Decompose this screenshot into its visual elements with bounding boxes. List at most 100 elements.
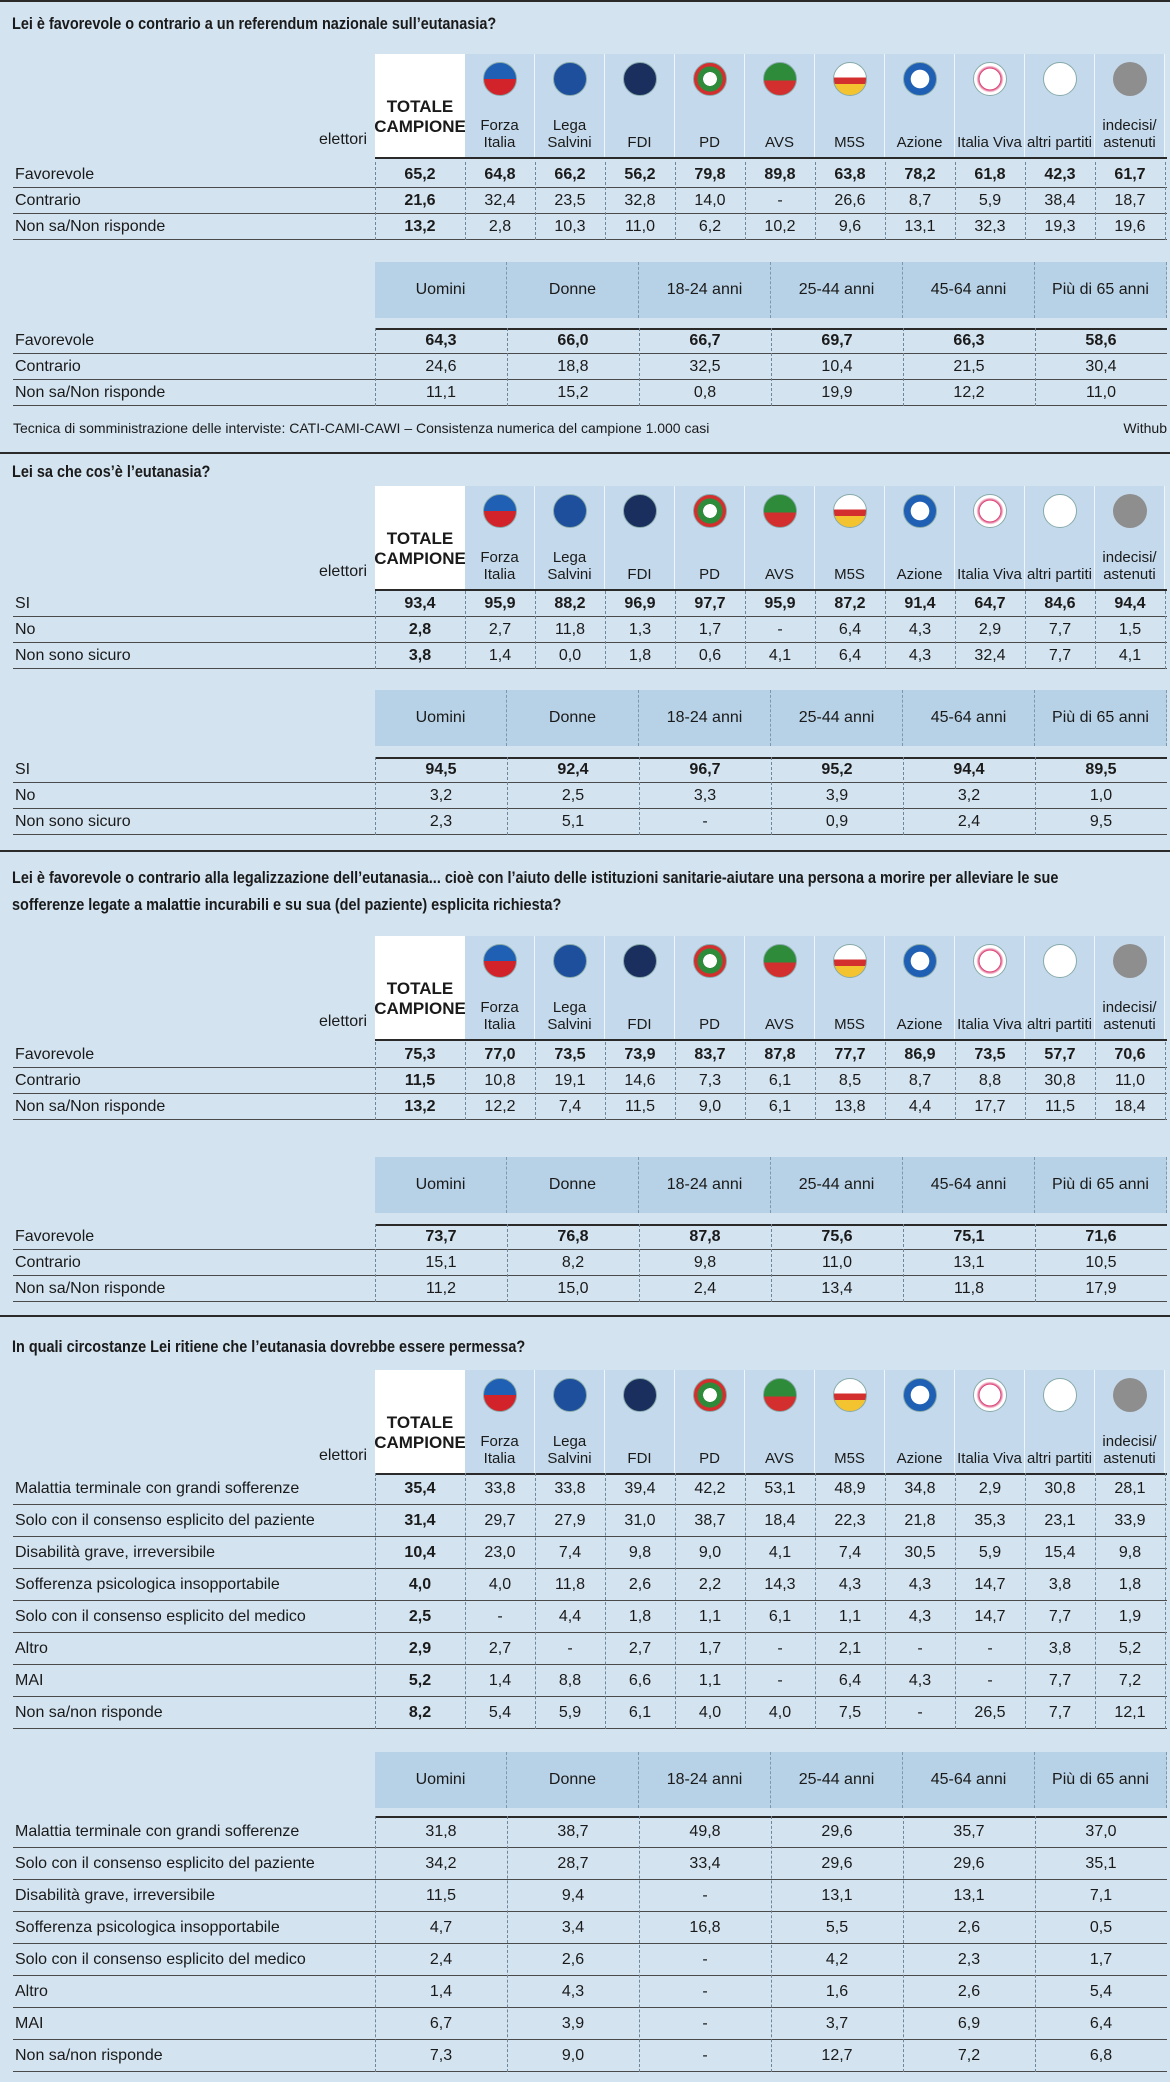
total-value: 11,5 (404, 1072, 436, 1089)
demographic-value: 66,7 (689, 332, 721, 349)
party-logo (903, 494, 937, 528)
party-value: 30,8 (1044, 1072, 1076, 1089)
demographic-value: 29,6 (821, 1823, 853, 1840)
row-line (13, 1665, 1167, 1697)
column-separator (903, 757, 904, 835)
row-label: Non sa/Non risponde (15, 218, 166, 235)
header-rule (375, 589, 1167, 591)
party-logo (903, 62, 937, 96)
party-header: Lega Salvini (535, 936, 605, 1039)
party-value: 4,0 (488, 1576, 512, 1593)
party-value: 1,8 (628, 647, 652, 664)
demographic-value: 3,4 (561, 1919, 585, 1936)
party-value: 48,9 (834, 1480, 866, 1497)
corner-label: elettori (318, 563, 367, 580)
column-separator (885, 162, 886, 240)
column-separator (1165, 1042, 1166, 1120)
demographic-value: 5,1 (561, 813, 585, 830)
party-value: 23,1 (1044, 1512, 1076, 1529)
party-logo (1043, 494, 1077, 528)
row-label: Sofferenza psicologica insopportabile (15, 1919, 280, 1936)
row-line (13, 1250, 1167, 1276)
total-value: 2,5 (408, 1608, 432, 1625)
column-separator (639, 757, 640, 835)
demographic-value: 15,0 (557, 1280, 589, 1297)
demographic-value: - (702, 813, 708, 830)
party-value: 70,6 (1114, 1046, 1146, 1063)
party-value: 6,1 (768, 1608, 792, 1625)
party-header: Azione (885, 936, 955, 1039)
party-value: 1,9 (1118, 1608, 1142, 1625)
party-value: 1,8 (1118, 1576, 1142, 1593)
demographic-value: 18,8 (557, 358, 589, 375)
party-value: 8,5 (838, 1072, 862, 1089)
column-separator (955, 162, 956, 240)
demographic-value: 30,4 (1085, 358, 1117, 375)
party-value: 13,1 (904, 218, 936, 235)
party-header: indecisi/ astenuti (1095, 936, 1165, 1039)
party-header: M5S (815, 54, 885, 157)
row-label: Malattia terminale con grandi sofferenze (15, 1480, 300, 1497)
row-label: MAI (15, 2015, 44, 2032)
party-value: 7,7 (1048, 1608, 1072, 1625)
row-label: Sofferenza psicologica insopportabile (15, 1576, 280, 1593)
column-separator (639, 1224, 640, 1302)
party-value: 42,2 (694, 1480, 726, 1497)
party-header: Forza Italia (465, 1370, 535, 1473)
demographic-value: 13,1 (821, 1887, 853, 1904)
demographic-header: 45-64 anni (903, 262, 1035, 318)
party-value: 19,3 (1044, 218, 1076, 235)
party-value: 18,4 (1114, 1098, 1146, 1115)
party-logo (623, 62, 657, 96)
row-label: SI (15, 595, 31, 612)
party-header: altri partiti (1025, 486, 1095, 589)
demographic-value: 19,9 (821, 384, 853, 401)
column-separator (1095, 1473, 1096, 1729)
party-header: PD (675, 486, 745, 589)
demographic-value: - (702, 1983, 708, 2000)
party-value: 18,4 (764, 1512, 796, 1529)
total-value: 13,2 (404, 218, 436, 235)
row-label: Contrario (15, 358, 81, 375)
party-value: 7,4 (558, 1098, 582, 1115)
demographic-value: - (702, 1951, 708, 1968)
row-line (13, 1816, 1167, 1848)
demographic-value: 71,6 (1085, 1228, 1117, 1245)
section-title: In quali circostanze Lei ritiene che l’e… (12, 1337, 526, 1356)
demographic-header: Donne (507, 1752, 639, 1808)
column-separator (1165, 591, 1166, 669)
demographic-header: 18-24 anni (639, 1157, 771, 1213)
column-separator (1095, 591, 1096, 669)
demographic-header: Più di 65 anni (1035, 1752, 1167, 1808)
demographic-value: 11,0 (1086, 384, 1116, 401)
party-value: 10,8 (484, 1072, 516, 1089)
party-value: 1,4 (488, 647, 512, 664)
column-separator (507, 1224, 508, 1302)
row-line (13, 1880, 1167, 1912)
party-value: 4,4 (558, 1608, 582, 1625)
corner-label: elettori (318, 131, 367, 148)
demographic-header: Uomini (375, 262, 507, 318)
demographic-header: Più di 65 anni (1035, 262, 1167, 318)
demographic-header: 25-44 anni (771, 262, 903, 318)
demographic-value: 13,4 (821, 1280, 853, 1297)
demographic-value: 2,3 (429, 813, 453, 830)
party-value: 3,8 (1048, 1640, 1072, 1657)
row-line (13, 2040, 1167, 2072)
party-value: 97,7 (694, 595, 726, 612)
demographic-value: 66,3 (953, 332, 985, 349)
party-value: 2,9 (978, 1480, 1002, 1497)
party-header: M5S (815, 486, 885, 589)
party-value: 17,7 (974, 1098, 1006, 1115)
party-value: 77,7 (834, 1046, 866, 1063)
party-header: Forza Italia (465, 936, 535, 1039)
party-header: Lega Salvini (535, 486, 605, 589)
total-value: 10,4 (404, 1544, 436, 1561)
column-separator (535, 1473, 536, 1729)
party-value: 56,2 (624, 166, 656, 183)
row-label: Solo con il consenso esplicito del pazie… (15, 1512, 315, 1529)
party-header: FDI (605, 936, 675, 1039)
party-value: 11,5 (625, 1098, 655, 1115)
party-logo (833, 494, 867, 528)
demographic-value: 9,0 (561, 2047, 585, 2064)
